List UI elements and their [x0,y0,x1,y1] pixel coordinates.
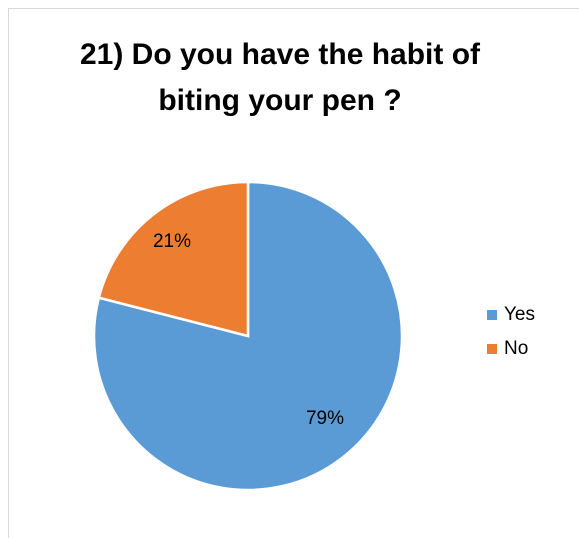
legend-item-no: No [487,332,535,366]
pie-slice-no [97,180,250,338]
pie-labels: 79% 21% [153,231,344,429]
legend-label-yes: Yes [504,304,535,325]
legend-swatch-yes [487,310,497,320]
legend: Yes No [487,298,535,366]
pie-slices [92,180,404,492]
legend-swatch-no [487,344,497,354]
legend-label-no: No [504,338,529,359]
chart-title: 21) Do you have the habit of biting your… [79,38,481,117]
data-label-yes: 79% [306,408,344,429]
data-label-no: 21% [153,231,191,252]
legend-item-yes: Yes [487,298,535,332]
